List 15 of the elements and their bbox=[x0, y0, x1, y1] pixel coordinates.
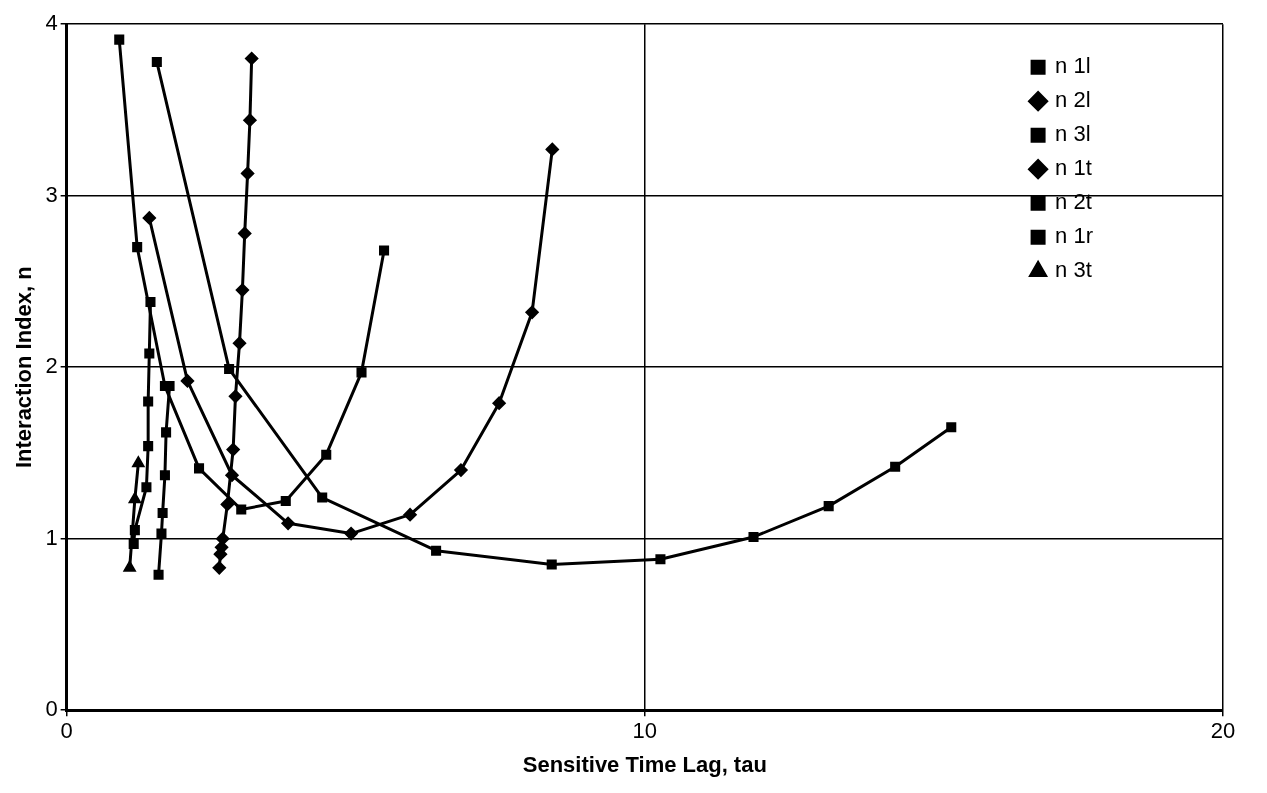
legend-label: n 1t bbox=[1055, 155, 1092, 181]
x-axis-title: Sensitive Time Lag, tau bbox=[522, 751, 767, 777]
legend-label: n 1r bbox=[1055, 223, 1094, 249]
y-tick-label: 0 bbox=[45, 696, 58, 722]
y-axis-title: Interaction Index, n bbox=[11, 266, 37, 469]
y-tick-label: 4 bbox=[45, 10, 58, 36]
x-tick-label: 10 bbox=[632, 718, 658, 744]
legend-label: n 1l bbox=[1055, 53, 1091, 79]
y-tick-label: 3 bbox=[45, 181, 58, 207]
legend-label: n 3t bbox=[1055, 257, 1092, 283]
legend-label: n 2l bbox=[1055, 87, 1091, 113]
y-tick-label: 2 bbox=[45, 353, 58, 379]
y-tick-label: 1 bbox=[45, 524, 58, 550]
x-tick-label: 20 bbox=[1210, 718, 1236, 744]
legend-label: n 3l bbox=[1055, 121, 1091, 147]
